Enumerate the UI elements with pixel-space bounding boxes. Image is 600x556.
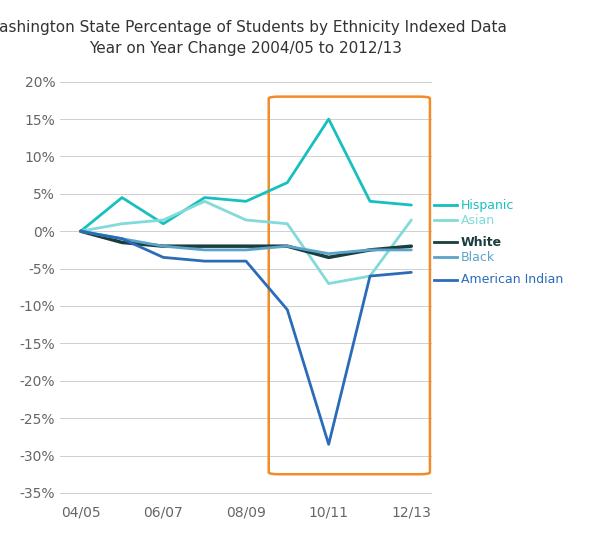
Title: Washington State Percentage of Students by Ethnicity Indexed Data
Year on Year C: Washington State Percentage of Students … — [0, 20, 507, 56]
Text: Black: Black — [461, 251, 495, 264]
Text: White: White — [461, 236, 502, 249]
Text: Hispanic: Hispanic — [461, 198, 514, 211]
Text: Asian: Asian — [461, 214, 495, 226]
Text: American Indian: American Indian — [461, 274, 563, 286]
